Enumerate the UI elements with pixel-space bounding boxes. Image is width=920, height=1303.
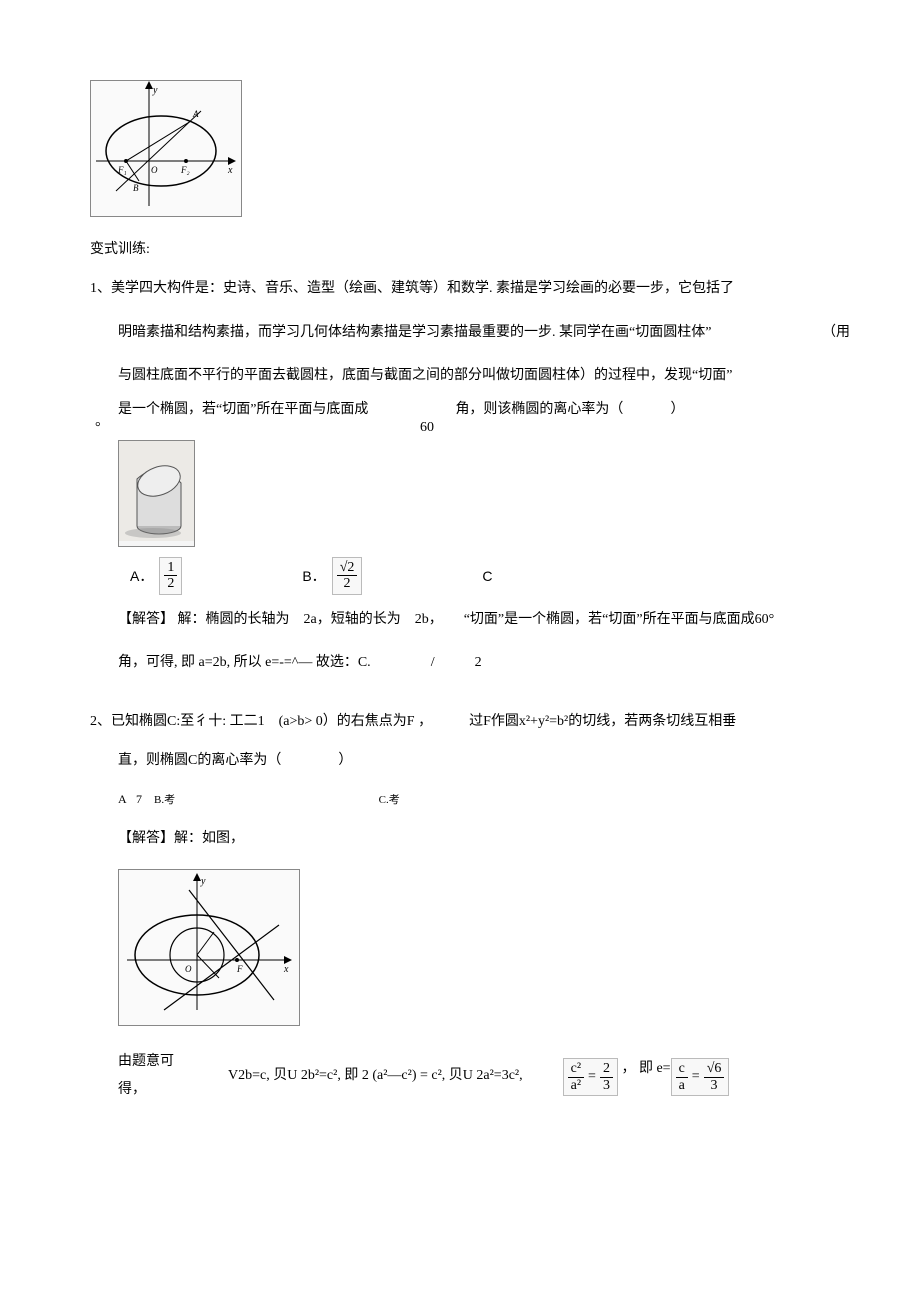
q1-angle-num: 60 (420, 420, 434, 435)
q2-b2-an: c (676, 1061, 688, 1077)
q1-sol-l1-text: 解：椭圆的长轴为 2a，短轴的长为 2b， “切面”是一个椭圆，若“切面”所在平… (178, 612, 775, 627)
q2-opt-c: C.考 (379, 788, 400, 812)
figure-ellipse-tangent: y x F O (118, 869, 300, 1026)
q1-sol-prefix: 【解答】 (118, 612, 174, 627)
q2-opt-a-sub: 7 (136, 792, 142, 806)
q1-fracB-num: √2 (337, 560, 358, 576)
svg-text:x: x (283, 964, 289, 975)
svg-text:F₂: F₂ (180, 165, 190, 175)
q2-opt-a-label: A (118, 792, 126, 806)
q1-sol-l2b: / (431, 649, 435, 677)
q2-boxed1: c² a² = 2 3 ， 即 e= c a = √6 3 (563, 1055, 730, 1096)
q2-l1a: 已知椭圆C:至彳十: 工二1 (a>b> 0）的右焦点为F ， (111, 714, 432, 729)
figure-ellipse-foci: y x F₁ F₂ O A B (90, 80, 242, 217)
svg-text:O: O (185, 964, 192, 974)
q1-prefix-line: 1、美学四大构件是：史诗、音乐、造型（绘画、建筑等）和数学. 素描是学习绘画的必… (90, 274, 850, 305)
q1-sol-l2a: 角，可得, 即 a=2b, 所以 e=-=^— 故选：C. (118, 649, 371, 677)
svg-text:B: B (133, 183, 139, 193)
q1-fracB-den: 2 (337, 576, 358, 591)
q1-l2-note: （用 (822, 319, 850, 347)
q2-b1-rn: 2 (600, 1061, 613, 1077)
q2-opt-a: A 7 B.考 (118, 786, 175, 812)
q2-mid: ， 即 (621, 1061, 653, 1076)
q2-l2: 直，则椭圆C的离心率为（ (118, 753, 281, 768)
q2-b2-ad: a (676, 1078, 688, 1093)
svg-text:y: y (152, 85, 158, 96)
svg-text:O: O (151, 165, 158, 175)
q2-final-a: 由题意可得， (118, 1048, 188, 1104)
q2-b2-pre: e= (656, 1061, 670, 1076)
svg-text:y: y (200, 876, 206, 887)
q2-final-row: 由题意可得， V2b=c, 贝U 2b²=c², 即 2 (a²—c²) = c… (90, 1048, 850, 1104)
q1-l4a: 是一个椭圆，若“切面”所在平面与底面成 (118, 402, 368, 417)
q1-opt-c-label: C (482, 568, 492, 584)
q1-opt-c: C (482, 568, 492, 584)
svg-text:A: A (192, 109, 199, 119)
q1-num: 1、 (90, 281, 111, 296)
q1-sol-l1: 【解答】 解：椭圆的长轴为 2a，短轴的长为 2b， “切面”是一个椭圆，若“切… (90, 605, 850, 636)
q1-sol-l2c: 2 (475, 649, 482, 677)
variant-label: 变式训练: (90, 235, 850, 266)
q1-l4c: ） (670, 402, 684, 417)
q2-sol-prefix: 【解答】解：如图， (90, 824, 850, 855)
q2-b2-bn: √6 (704, 1061, 725, 1077)
q2-b1-ln: c² (568, 1061, 584, 1077)
q1-l4b: 角，则该椭圆的离心率为（ (455, 402, 623, 417)
q2-options: A 7 B.考 C.考 (90, 785, 850, 816)
q1-opt-b: B． √2 2 (302, 557, 362, 595)
q2-num: 2、 (90, 714, 111, 729)
q1-l4-wrap: 是一个椭圆，若“切面”所在平面与底面成 角，则该椭圆的离心率为（ ） (90, 399, 850, 421)
svg-text:x: x (227, 165, 233, 176)
q1-options: A． 1 2 B． √2 2 C (90, 557, 850, 595)
q2-line2: 直，则椭圆C的离心率为（ ） (90, 746, 850, 777)
figure-cylinder-sketch (118, 440, 195, 547)
q1-l3: 与圆柱底面不平行的平面去截圆柱，底面与截面之间的部分叫做切面圆柱体）的过程中，发… (90, 361, 850, 392)
q2-b2-bd: 3 (704, 1078, 725, 1093)
q1-sol-l2: 角，可得, 即 a=2b, 所以 e=-=^— 故选：C. / 2 (90, 649, 850, 677)
q1-opt-a-label: A． (130, 566, 153, 586)
q2-line1: 2、已知椭圆C:至彳十: 工二1 (a>b> 0）的右焦点为F ， 过F作圆x²… (90, 707, 850, 738)
q1-l2: 明暗素描和结构素描，而学习几何体结构素描是学习素描最重要的一步. 某同学在画“切… (118, 319, 711, 347)
svg-text:F₁: F₁ (117, 165, 127, 175)
svg-text:F: F (236, 964, 243, 974)
q2-l1b: 过F作圆x²+y²=b²的切线，若两条切线互相垂 (469, 714, 736, 729)
q2-final-b: V2b=c, 贝U 2b²=c², 即 2 (a²—c²) = c², 贝U 2… (228, 1062, 523, 1090)
q1-l1: 美学四大构件是：史诗、音乐、造型（绘画、建筑等）和数学. 素描是学习绘画的必要一… (111, 281, 734, 296)
q1-fracA-num: 1 (164, 560, 177, 576)
q2-b1-ld: a² (568, 1078, 584, 1093)
q2-b1-rd: 3 (600, 1078, 613, 1093)
q1-degree: ° (95, 420, 850, 436)
q2-opt-b: B.考 (154, 794, 175, 806)
q1-opt-b-label: B． (302, 566, 325, 586)
q1-fracA-den: 2 (164, 576, 177, 591)
q1-opt-a: A． 1 2 (130, 557, 182, 595)
q2-l2-close: ） (338, 753, 352, 768)
